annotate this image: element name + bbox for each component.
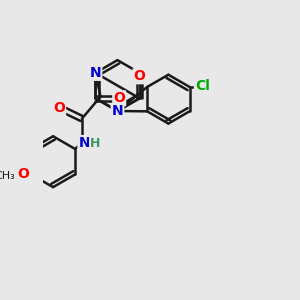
Text: N: N	[79, 136, 90, 150]
Text: O: O	[113, 91, 125, 105]
Text: N: N	[90, 66, 101, 80]
Text: O: O	[134, 69, 146, 83]
Text: N: N	[112, 104, 123, 118]
Text: O: O	[53, 101, 65, 116]
Text: H: H	[90, 136, 100, 149]
Text: O: O	[18, 167, 29, 181]
Text: Cl: Cl	[195, 79, 210, 93]
Text: CH₃: CH₃	[0, 171, 15, 181]
